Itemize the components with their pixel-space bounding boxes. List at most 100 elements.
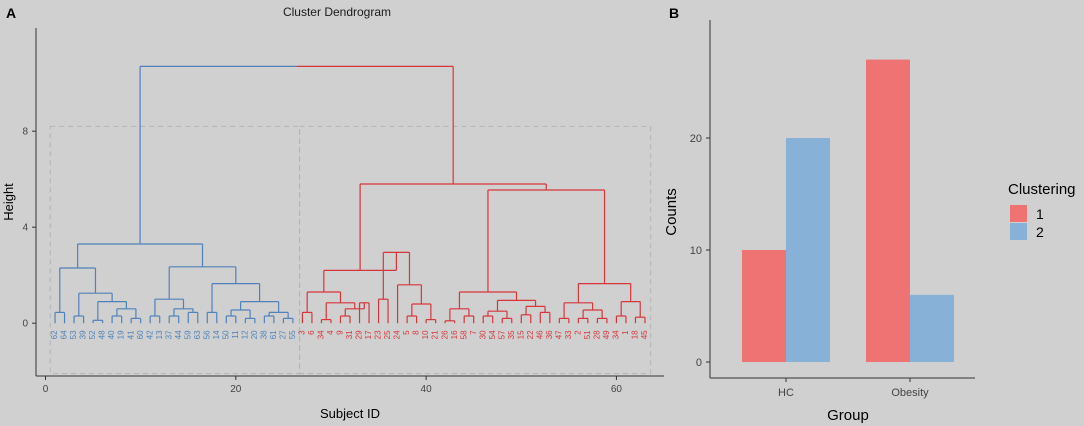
leaf-label: 45 [640,330,649,339]
leaf-label: 15 [516,330,525,339]
leaf-label: 56 [202,330,211,339]
leaf-label: 34 [317,330,326,339]
leaf-label: 14 [212,330,221,339]
leaf-label: 16 [450,330,459,339]
leaf-label: 42 [145,330,154,339]
bar-hc-cluster-2 [786,138,830,362]
bar-hc-cluster-1 [742,250,786,362]
leaf-label: 63 [193,330,202,339]
bar-y-tick-label: 10 [690,245,702,257]
leaf-label: 62 [50,330,59,339]
leaf-label: 7 [469,330,478,335]
leaf-label: 48 [98,330,107,339]
leaf-label: 1 [621,330,630,335]
leaf-label: 25 [383,330,392,339]
bar-y-ticks: 0 10 20 [690,133,710,369]
leaf-label: 10 [421,330,430,339]
leaf-label: 50 [221,330,230,339]
leaf-label: 34 [612,330,621,339]
bars [742,59,954,362]
bar-x-tick-label: HC [778,387,794,399]
leaf-label: 21 [431,330,440,339]
leaf-label: 4 [326,330,335,335]
leaf-label: 5 [402,330,411,335]
bar-y-axis-title: Counts [663,188,680,236]
leaf-label: 26 [440,330,449,339]
y-axis-ticks: 0 4 8 [22,127,36,330]
x-tick-label: 40 [421,384,433,395]
leaf-label: 51 [583,330,592,339]
y-tick-label: 8 [22,127,28,138]
bar-y-tick-label: 20 [690,133,702,145]
leaf-label: 27 [279,330,288,339]
leaf-label: 9 [336,330,345,335]
legend-title: Clustering [1008,181,1076,198]
leaf-label: 39 [79,330,88,339]
leaf-label: 2 [573,330,582,335]
leaf-label: 38 [259,330,268,339]
leaf-label: 28 [593,330,602,339]
leaf-labels: 62 64 53 39 52 48 40 19 41 60 42 13 37 44 59 63 56 14 50 11… [50,330,649,339]
x-axis-ticks: 0 20 40 60 [43,376,623,395]
dendrogram-plot: 62 64 53 39 52 48 40 19 41 60 42 13 37 44 59 63 56 14 50 11… [22,28,664,395]
leaf-label: 52 [88,330,97,339]
leaf-label: 3 [298,330,307,335]
bar-x-tick-label: Obesity [891,387,929,399]
bar-y-tick-label: 0 [696,357,702,369]
leaf-label: 22 [526,330,535,339]
x-tick-label: 60 [611,384,623,395]
legend-swatch-1 [1010,205,1027,222]
leaf-label: 59 [183,330,192,339]
panel-b-label: B [669,5,679,21]
leaf-label: 58 [459,330,468,339]
leaf-label: 29 [355,330,364,339]
leaf-label: 36 [545,330,554,339]
leaf-label: 41 [126,330,135,339]
x-tick-label: 0 [43,384,49,395]
leaf-label: 20 [250,330,259,339]
bar-plot: 0 10 20 HC Obesity [690,20,975,399]
leaf-label: 13 [155,330,164,339]
leaf-label: 54 [488,330,497,339]
leaf-label: 24 [393,330,402,339]
leaf-label: 33 [564,330,573,339]
bar-x-axis-title: Group [827,407,869,424]
leaf-label: 60 [136,330,145,339]
leaf-label: 64 [60,330,69,339]
leaf-label: 18 [631,330,640,339]
bar-x-ticks: HC Obesity [778,378,929,399]
x-axis-title: Subject ID [320,406,380,421]
leaf-label: 12 [240,330,249,339]
leaf-label: 46 [535,330,544,339]
leaf-label: 11 [231,330,240,339]
x-tick-label: 20 [230,384,242,395]
cluster-boxes [49,125,652,375]
leaf-label: 30 [478,330,487,339]
leaf-label: 17 [364,330,373,339]
leaf-label: 61 [269,330,278,339]
legend-swatch-2 [1010,223,1027,240]
y-axis-title: Height [1,183,16,221]
legend-label-2: 2 [1036,224,1044,240]
panel-a-label: A [6,5,16,21]
leaf-label: 57 [497,330,506,339]
leaf-label: 55 [288,330,297,339]
dendrogram-title: Cluster Dendrogram [283,5,391,19]
leaf-label: 47 [554,330,563,339]
leaf-label: 53 [69,330,78,339]
leaf-label: 40 [107,330,116,339]
leaf-label: 31 [345,330,354,339]
y-tick-label: 4 [22,223,28,234]
bar-obesity-cluster-1 [866,59,910,362]
y-tick-label: 0 [22,319,28,330]
leaf-label: 44 [174,330,183,339]
leaf-label: 49 [602,330,611,339]
leaf-label: 6 [307,330,316,335]
cluster-box-1 [299,125,652,375]
legend: Clustering 1 2 [1008,181,1076,240]
leaf-label: 8 [412,330,421,335]
leaf-label: 23 [374,330,383,339]
legend-label-1: 1 [1036,206,1044,222]
leaf-label: 19 [117,330,126,339]
